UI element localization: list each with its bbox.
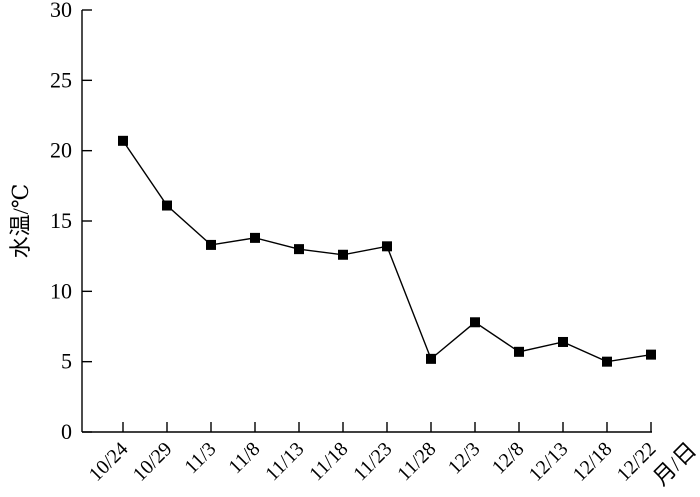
- series-layer: [118, 135, 656, 367]
- x-tick-label: 11/8: [224, 438, 264, 478]
- data-point-marker: [558, 336, 568, 347]
- x-tick-label: 11/18: [305, 438, 352, 485]
- data-point-marker: [602, 356, 612, 367]
- x-tick-label: 10/29: [129, 438, 177, 486]
- data-point-marker: [338, 249, 348, 260]
- axes-layer: [81, 9, 652, 433]
- y-tick-label: 15: [50, 208, 72, 233]
- y-axis-label: 水温/℃: [8, 184, 33, 259]
- data-point-marker: [250, 232, 260, 243]
- y-tick-label: 30: [50, 0, 72, 22]
- x-tick-label: 10/24: [85, 438, 133, 486]
- x-tick-label: 11/28: [393, 438, 440, 485]
- data-point-marker: [294, 244, 304, 255]
- data-point-marker: [118, 135, 128, 146]
- data-point-marker: [206, 239, 216, 250]
- x-tick-label: 12/13: [525, 438, 573, 486]
- x-tick-label: 11/23: [349, 438, 396, 485]
- data-point-marker: [646, 349, 656, 360]
- y-tick-label: 0: [61, 419, 72, 444]
- data-point-marker: [382, 241, 392, 252]
- x-tick-label: 12/3: [444, 438, 485, 479]
- y-tick-label: 5: [61, 349, 72, 374]
- data-point-marker: [470, 317, 480, 328]
- data-point-marker: [426, 353, 436, 364]
- x-tick-label: 12/18: [569, 438, 617, 486]
- y-tick-label: 20: [50, 138, 72, 163]
- y-tick-label: 25: [50, 67, 72, 92]
- x-axis-label: 月/日: [648, 437, 700, 490]
- data-point-marker: [514, 346, 524, 357]
- x-tick-label: 11/3: [180, 438, 220, 478]
- data-point-marker: [162, 200, 172, 211]
- y-tick-label: 10: [50, 278, 72, 303]
- x-tick-label: 11/13: [261, 438, 308, 485]
- x-tick-label: 12/8: [488, 438, 529, 479]
